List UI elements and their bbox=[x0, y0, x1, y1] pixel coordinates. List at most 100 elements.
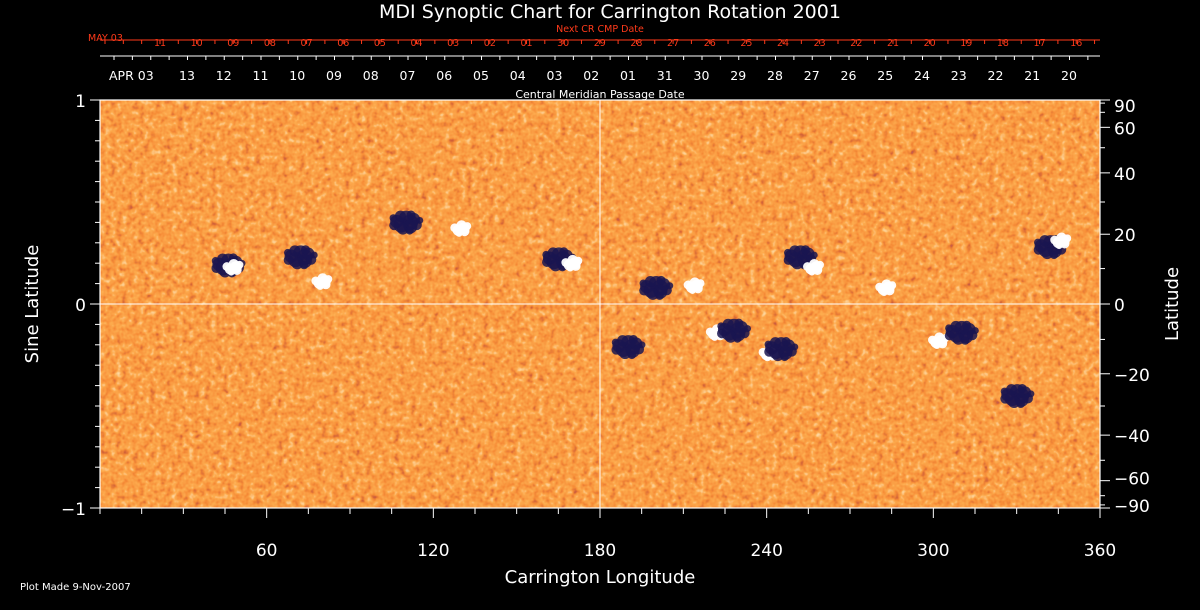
flux-patch bbox=[888, 281, 897, 290]
flux-patch bbox=[316, 282, 324, 290]
flux-patch bbox=[933, 341, 941, 350]
y-axis-sine-latitude: −1 0 1 bbox=[61, 92, 100, 520]
y-axis-label: Sine Latitude bbox=[22, 245, 43, 364]
negative-flux-region bbox=[611, 334, 646, 360]
flux-patch bbox=[611, 338, 620, 347]
flux-patch bbox=[722, 318, 734, 330]
flux-patch bbox=[406, 210, 416, 220]
flux-patch bbox=[542, 257, 552, 267]
cmp-date: 01 bbox=[620, 68, 636, 83]
negative-flux-region bbox=[639, 275, 674, 300]
next-cr-date: 18 bbox=[997, 38, 1009, 49]
flux-patch bbox=[789, 245, 801, 257]
x-tick-label: 180 bbox=[584, 541, 616, 561]
flux-patch bbox=[1016, 399, 1025, 409]
x-tick-label: 60 bbox=[256, 541, 278, 561]
cmp-date: 06 bbox=[436, 68, 452, 83]
y-tick-label: −1 bbox=[61, 500, 86, 520]
flux-patch bbox=[764, 346, 774, 357]
flux-patch bbox=[810, 251, 818, 259]
flux-patch bbox=[1033, 244, 1044, 255]
cmp-label: Central Meridian Passage Date bbox=[515, 88, 684, 101]
negative-flux-region bbox=[1000, 383, 1035, 409]
x-tick-label: 120 bbox=[417, 541, 449, 561]
next-cr-date: 04 bbox=[411, 38, 423, 49]
flux-patch bbox=[289, 245, 301, 257]
flux-patch bbox=[783, 248, 792, 257]
flux-patch bbox=[450, 223, 460, 233]
cmp-date: 28 bbox=[767, 68, 783, 83]
negative-flux-region bbox=[944, 320, 979, 345]
flux-patch bbox=[389, 214, 398, 222]
flux-patch bbox=[566, 264, 574, 272]
flux-patch bbox=[800, 245, 810, 255]
flux-patch bbox=[217, 253, 229, 265]
cmp-date: 20 bbox=[1061, 68, 1077, 83]
flux-patch bbox=[405, 226, 414, 235]
next-cr-date: 17 bbox=[1034, 38, 1046, 49]
flux-patch bbox=[808, 268, 816, 276]
x-tick-label: 300 bbox=[917, 541, 949, 561]
flux-patch bbox=[324, 275, 333, 284]
flux-patch bbox=[803, 262, 812, 271]
flux-patch bbox=[683, 280, 693, 290]
flux-patch bbox=[389, 220, 399, 231]
flux-patch bbox=[1039, 235, 1051, 247]
flux-patch bbox=[283, 248, 292, 257]
x-axis-label: Carrington Longitude bbox=[505, 567, 696, 588]
flux-patch bbox=[561, 258, 571, 267]
next-cr-date: 09 bbox=[227, 38, 239, 49]
next-cr-date: MAY 03 bbox=[88, 33, 123, 44]
flux-patch bbox=[211, 263, 222, 274]
y2-tick-label: −40 bbox=[1114, 427, 1150, 447]
negative-flux-region bbox=[389, 210, 424, 235]
y2-tick-label: −60 bbox=[1114, 470, 1150, 490]
positive-flux-region bbox=[311, 273, 333, 290]
flux-patch bbox=[961, 336, 970, 345]
flux-patch bbox=[928, 335, 937, 345]
y2-tick-label: −90 bbox=[1114, 497, 1150, 517]
y-tick-label: 1 bbox=[75, 92, 86, 112]
next-cr-date-axis: MAY 03 11 10 09 08 07 06 05 04 03 02 01 30 29 28 27 26 25… bbox=[88, 33, 1100, 49]
next-cr-date: 22 bbox=[850, 38, 862, 49]
next-cr-date: 06 bbox=[337, 38, 349, 49]
magnetogram-map bbox=[100, 100, 1100, 508]
flux-patch bbox=[628, 334, 638, 344]
flux-patch bbox=[1005, 384, 1018, 396]
flux-patch bbox=[944, 330, 955, 341]
y2-tick-label: 20 bbox=[1114, 226, 1136, 246]
flux-patch bbox=[1050, 235, 1060, 245]
cmp-date: 07 bbox=[400, 68, 416, 83]
footer-text: Plot Made 9-Nov-2007 bbox=[20, 582, 131, 593]
flux-patch bbox=[617, 335, 629, 347]
positive-flux-region bbox=[222, 258, 244, 276]
flux-patch bbox=[416, 216, 424, 224]
y2-tick-label: 40 bbox=[1114, 165, 1136, 185]
flux-patch bbox=[875, 282, 885, 292]
flux-patch bbox=[815, 260, 824, 269]
cmp-date: 27 bbox=[804, 68, 820, 83]
next-cr-date: 26 bbox=[704, 38, 716, 49]
flux-patch bbox=[235, 260, 244, 269]
flux-patch bbox=[627, 350, 637, 360]
flux-patch bbox=[666, 282, 674, 290]
cmp-date: APR 03 bbox=[109, 68, 154, 83]
flux-patch bbox=[222, 262, 232, 271]
flux-patch bbox=[705, 327, 715, 337]
flux-patch bbox=[574, 256, 583, 265]
positive-flux-region bbox=[450, 220, 472, 237]
flux-patch bbox=[1063, 234, 1072, 243]
positive-flux-region bbox=[1050, 232, 1072, 250]
flux-patch bbox=[455, 229, 463, 237]
next-cr-date: 19 bbox=[960, 38, 972, 49]
flux-patch bbox=[656, 275, 666, 285]
flux-patch bbox=[971, 327, 979, 335]
flux-patch bbox=[311, 276, 321, 286]
next-cr-date: 24 bbox=[777, 38, 789, 49]
flux-patch bbox=[1017, 383, 1027, 393]
flux-patch bbox=[655, 291, 664, 300]
y2-tick-label: 60 bbox=[1114, 119, 1136, 139]
next-cr-date: 20 bbox=[924, 38, 936, 49]
x-tick-label: 360 bbox=[1084, 541, 1116, 561]
flux-patch bbox=[1049, 250, 1059, 260]
